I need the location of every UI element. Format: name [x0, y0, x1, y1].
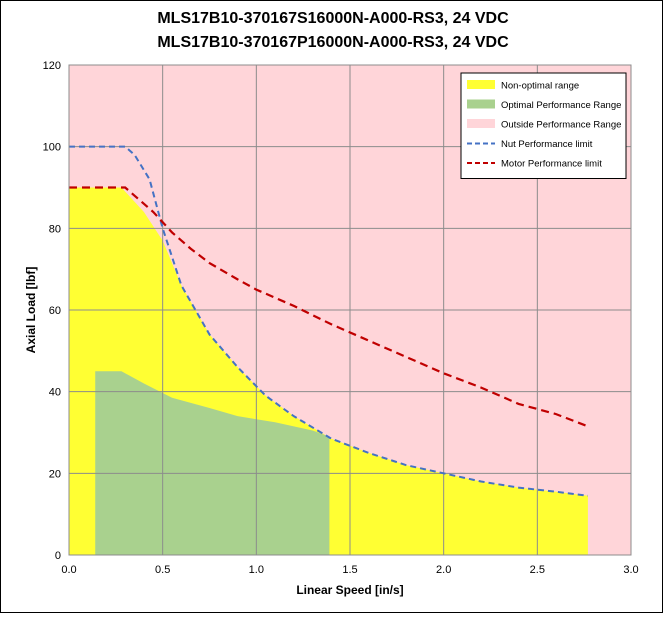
legend-label: Outside Performance Range	[501, 120, 621, 131]
y-tick-label: 40	[49, 387, 61, 399]
y-tick-label: 80	[49, 223, 61, 235]
x-tick-label: 3.0	[623, 564, 638, 576]
y-tick-label: 20	[49, 468, 61, 480]
x-axis-label: Linear Speed [in/s]	[296, 583, 403, 597]
x-tick-label: 1.0	[249, 564, 264, 576]
line-layer	[69, 145, 589, 497]
legend: Non-optimal range Optimal Performance Ran…	[460, 72, 627, 179]
x-tick-labels: 0.0 0.5 1.0 1.5 2.0 2.5 3.0	[61, 564, 638, 576]
x-tick-label: 2.5	[530, 564, 545, 576]
area-layer	[69, 187, 588, 555]
y-tick-label: 120	[43, 60, 61, 72]
x-tick-label: 2.0	[436, 564, 451, 576]
x-tick-label: 0.0	[61, 564, 76, 576]
y-tick-label: 0	[55, 550, 61, 562]
chart-title-line-2: MLS17B10-370167P16000N-A000-RS3, 24 VDC	[157, 34, 509, 51]
x-tick-label: 0.5	[155, 564, 170, 576]
y-tick-label: 60	[49, 305, 61, 317]
legend-label: Nut Performance limit	[501, 139, 593, 150]
plot-area-border	[68, 64, 632, 556]
legend-swatch	[467, 119, 495, 128]
nut-performance-line	[69, 145, 589, 497]
legend-swatch	[467, 99, 495, 109]
motor-performance-line	[69, 186, 589, 428]
legend-label: Optimal Performance Range	[501, 100, 621, 111]
optimal-area	[95, 371, 330, 555]
y-tick-labels: 0 20 40 60 80 100 120	[43, 60, 61, 562]
legend-label: Non-optimal range	[501, 81, 579, 92]
legend-swatch	[467, 80, 495, 89]
legend-label: Motor Performance limit	[501, 159, 602, 170]
y-axis-label: Axial Load [lbf]	[24, 267, 38, 354]
y-tick-label: 100	[43, 142, 61, 154]
x-tick-label: 1.5	[342, 564, 357, 576]
grid-lines	[69, 65, 631, 555]
chart-title-line-1: MLS17B10-370167S16000N-A000-RS3, 24 VDC	[157, 10, 509, 27]
